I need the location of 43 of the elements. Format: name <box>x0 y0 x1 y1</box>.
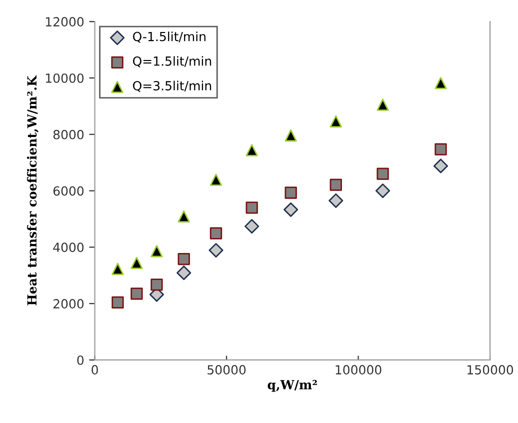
point <box>434 76 447 90</box>
y-tick-label: 0 <box>77 355 84 365</box>
point <box>178 252 190 266</box>
x-axis-title: q,W/m² <box>268 380 317 392</box>
point <box>130 256 143 270</box>
point <box>210 227 222 240</box>
legend-label: Q=3.5lit/min <box>132 80 212 92</box>
point <box>376 98 389 111</box>
point <box>328 193 344 208</box>
point <box>330 115 342 128</box>
legend-label: Q-1.5lit/min <box>132 32 206 43</box>
point <box>433 158 448 174</box>
y-tick-label: 10000 <box>46 73 84 83</box>
point <box>176 266 192 280</box>
point <box>150 245 163 258</box>
point <box>210 174 222 186</box>
point <box>178 210 190 223</box>
y-tick-label: 2000 <box>53 299 84 308</box>
point <box>244 219 260 234</box>
x-tick-label: 150000 <box>468 365 514 375</box>
y-tick-label: 12000 <box>46 17 84 26</box>
point <box>330 178 342 191</box>
x-tick-label: 100000 <box>336 365 382 375</box>
point <box>376 168 389 180</box>
y-tick-label: 6000 <box>53 186 84 196</box>
point <box>284 186 297 199</box>
point <box>150 278 163 291</box>
x-tick-label: 0 <box>92 365 98 375</box>
point <box>284 129 297 142</box>
point <box>246 144 258 156</box>
point <box>112 296 124 309</box>
point <box>112 262 124 275</box>
point <box>208 242 224 258</box>
point <box>376 183 390 198</box>
point <box>246 202 258 214</box>
y-axis-title: Heat transfer coefficient,W/m².K <box>26 75 39 306</box>
x-tick-label: 50000 <box>208 365 246 375</box>
point <box>434 143 447 156</box>
point <box>130 288 143 300</box>
y-tick-label: 8000 <box>53 130 84 140</box>
legend-label: Q=1.5lit/min <box>132 56 212 68</box>
y-tick-label: 4000 <box>53 242 84 252</box>
point <box>284 202 298 217</box>
